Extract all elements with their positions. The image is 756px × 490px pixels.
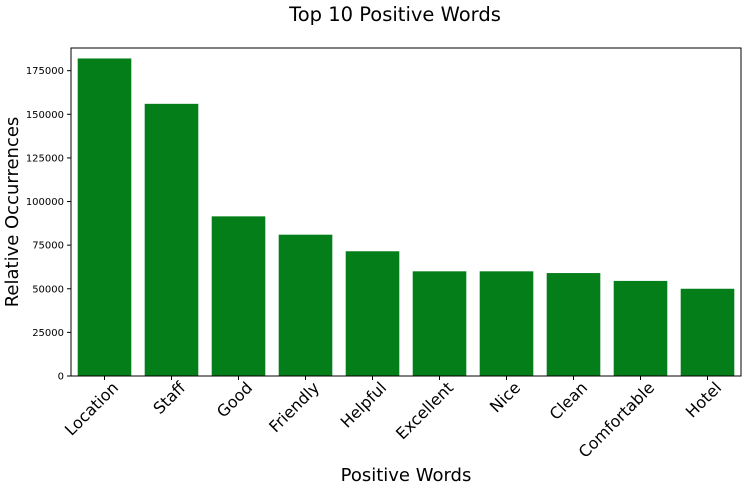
chart-title: Top 10 Positive Words	[288, 3, 501, 26]
x-axis: Location Staff Good Friendly Helpful Excellen…	[61, 376, 725, 462]
y-axis-title: Relative Occurrences	[2, 117, 23, 308]
y-tick-label: 0	[58, 372, 64, 383]
x-tick-label: Friendly	[265, 378, 323, 436]
bar-staff	[144, 103, 199, 377]
x-tick-label: Staff	[149, 377, 189, 417]
x-tick-label: Excellent	[392, 378, 457, 443]
y-tick-label: 150000	[26, 110, 64, 121]
x-tick-label: Nice	[486, 378, 524, 416]
bar-nice	[479, 271, 534, 376]
bar-clean	[546, 273, 601, 376]
x-tick-label: Location	[61, 378, 122, 439]
y-tick-label: 75000	[32, 241, 64, 252]
y-tick-label: 125000	[26, 153, 64, 164]
bar-helpful	[345, 251, 400, 376]
x-tick-label: Clean	[546, 378, 592, 424]
x-tick-label: Good	[213, 378, 256, 421]
bar-excellent	[412, 271, 467, 376]
x-tick-label: Hotel	[682, 378, 725, 421]
y-tick-label: 175000	[26, 66, 64, 77]
y-tick-label: 50000	[32, 284, 64, 295]
bar-comfortable	[613, 280, 668, 376]
bar-good	[211, 216, 266, 376]
y-tick-label: 25000	[32, 328, 64, 339]
bar-location	[77, 58, 132, 377]
plot-frame	[70, 47, 742, 377]
bar-hotel	[680, 288, 735, 376]
x-axis-title: Positive Words	[341, 465, 472, 486]
bars-layer	[77, 58, 735, 377]
y-axis: 0 25000 50000 75000 100000 125000 150000 175000	[26, 66, 71, 383]
x-tick-label: Helpful	[337, 378, 391, 432]
bar-friendly	[278, 234, 333, 376]
y-tick-label: 100000	[26, 197, 64, 208]
